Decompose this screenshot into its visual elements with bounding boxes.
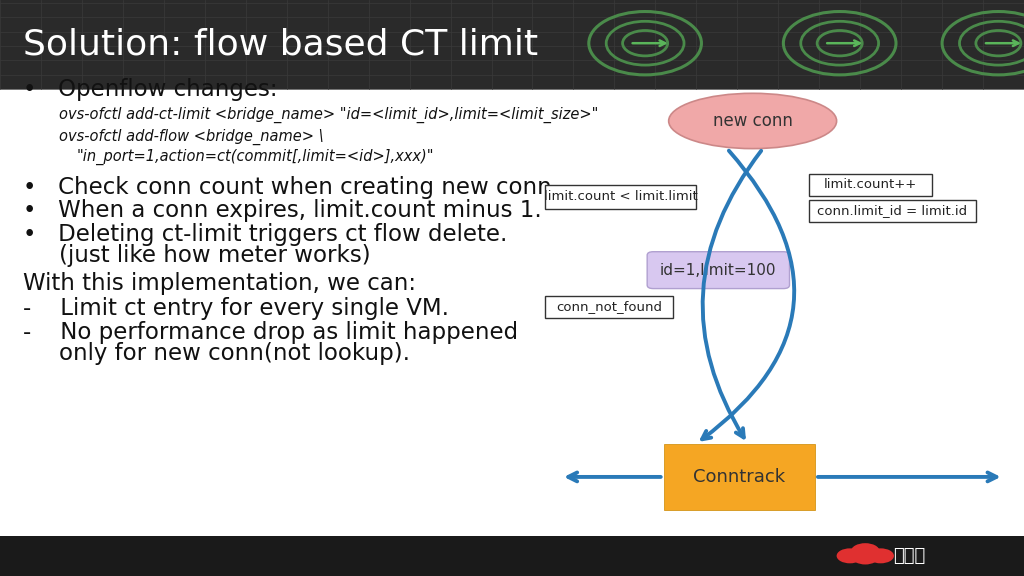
Circle shape [851, 543, 880, 559]
Text: Conntrack: Conntrack [693, 468, 785, 486]
Text: only for new conn(not lookup).: only for new conn(not lookup). [59, 342, 411, 365]
Text: Solution: flow based CT limit: Solution: flow based CT limit [23, 27, 538, 62]
Bar [545, 296, 673, 318]
Ellipse shape [669, 93, 837, 149]
Text: •   Check conn count when creating new conn.: • Check conn count when creating new con… [23, 176, 559, 199]
Text: id=1,limit=100: id=1,limit=100 [660, 263, 776, 278]
Text: -    Limit ct entry for every single VM.: - Limit ct entry for every single VM. [23, 297, 449, 320]
Circle shape [852, 550, 879, 564]
Text: new conn: new conn [713, 112, 793, 130]
Text: limit.count < limit.limit: limit.count < limit.limit [544, 191, 697, 203]
Bar [809, 174, 932, 196]
Bar [664, 444, 815, 510]
FancyBboxPatch shape [647, 252, 790, 289]
Text: "in_port=1,action=ct(commit[,limit=<id>],xxx)": "in_port=1,action=ct(commit[,limit=<id>]… [77, 149, 434, 165]
Text: •   Deleting ct-limit triggers ct flow delete.: • Deleting ct-limit triggers ct flow del… [23, 223, 507, 246]
Text: -    No performance drop as limit happened: - No performance drop as limit happened [23, 321, 518, 344]
Circle shape [867, 548, 894, 563]
Text: ovs-ofctl add-flow <bridge_name> \: ovs-ofctl add-flow <bridge_name> \ [59, 128, 324, 145]
Text: (just like how meter works): (just like how meter works) [59, 244, 371, 267]
Bar [545, 185, 696, 209]
Bar [0, 536, 1024, 576]
Bar [809, 200, 976, 222]
Bar [0, 0, 1024, 89]
Text: ovs-ofctl add-ct-limit <bridge_name> "id=<limit_id>,limit=<limit_size>": ovs-ofctl add-ct-limit <bridge_name> "id… [59, 107, 599, 123]
Text: •   Openflow changes:: • Openflow changes: [23, 78, 278, 101]
Text: limit.count++: limit.count++ [823, 179, 918, 191]
Text: With this implementation, we can:: With this implementation, we can: [23, 272, 416, 295]
Text: 天翼云: 天翼云 [893, 547, 925, 565]
Circle shape [837, 548, 863, 563]
Text: conn.limit_id = limit.id: conn.limit_id = limit.id [817, 204, 968, 217]
Text: •   When a conn expires, limit.count minus 1.: • When a conn expires, limit.count minus… [23, 199, 542, 222]
Text: conn_not_found: conn_not_found [556, 301, 662, 313]
